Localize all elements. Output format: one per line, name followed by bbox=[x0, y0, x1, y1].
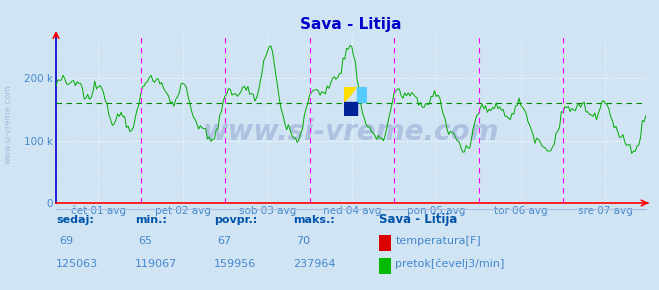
Text: 69: 69 bbox=[59, 235, 73, 246]
Text: 67: 67 bbox=[217, 235, 231, 246]
Text: Sava - Litija: Sava - Litija bbox=[379, 213, 457, 226]
Text: maks.:: maks.: bbox=[293, 215, 335, 225]
Title: Sava - Litija: Sava - Litija bbox=[300, 17, 402, 32]
Text: 70: 70 bbox=[297, 235, 310, 246]
Text: 125063: 125063 bbox=[56, 259, 98, 269]
Text: min.:: min.: bbox=[135, 215, 167, 225]
Polygon shape bbox=[344, 86, 357, 102]
Text: www.si-vreme.com: www.si-vreme.com bbox=[203, 118, 499, 146]
Text: temperatura[F]: temperatura[F] bbox=[395, 235, 481, 246]
Text: 237964: 237964 bbox=[293, 259, 335, 269]
Text: sedaj:: sedaj: bbox=[56, 215, 94, 225]
Polygon shape bbox=[357, 86, 368, 102]
Text: pretok[čevelj3/min]: pretok[čevelj3/min] bbox=[395, 258, 505, 269]
Text: 159956: 159956 bbox=[214, 259, 256, 269]
Text: www.si-vreme.com: www.si-vreme.com bbox=[3, 85, 13, 164]
Polygon shape bbox=[344, 102, 357, 115]
Text: 119067: 119067 bbox=[135, 259, 177, 269]
Text: povpr.:: povpr.: bbox=[214, 215, 258, 225]
Text: 65: 65 bbox=[138, 235, 152, 246]
